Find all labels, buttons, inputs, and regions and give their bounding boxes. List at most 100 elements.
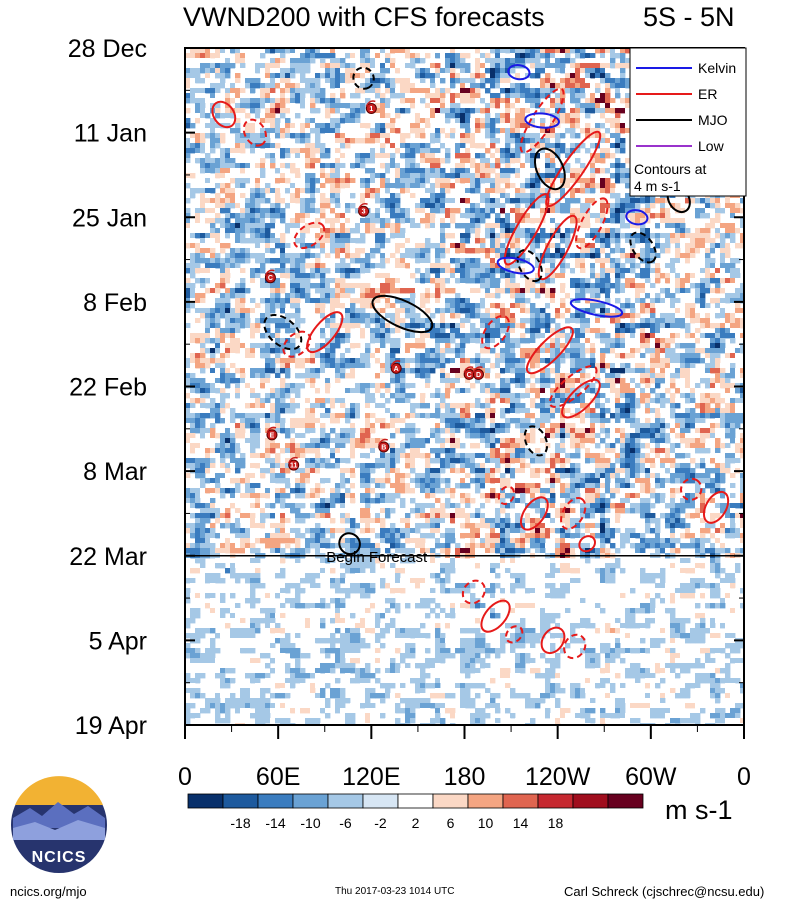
field-cell xyxy=(590,173,596,179)
field-cell xyxy=(300,218,306,224)
field-cell xyxy=(335,133,341,139)
field-cell xyxy=(710,288,716,294)
field-cell xyxy=(565,53,571,59)
field-cell xyxy=(595,93,601,99)
field-cell xyxy=(645,208,651,214)
field-cell xyxy=(680,318,686,324)
field-cell xyxy=(620,273,626,279)
field-cell xyxy=(405,218,411,224)
field-cell xyxy=(570,73,576,79)
field-cell xyxy=(330,93,336,99)
field-cell xyxy=(415,88,421,94)
field-cell xyxy=(470,258,476,264)
field-cell xyxy=(275,78,281,84)
field-cell xyxy=(660,203,666,209)
field-cell xyxy=(535,98,541,104)
field-cell xyxy=(245,248,251,254)
field-cell xyxy=(720,313,726,319)
field-cell xyxy=(220,68,226,74)
field-cell xyxy=(335,243,341,249)
field-cell xyxy=(360,163,366,169)
field-cell xyxy=(660,243,666,249)
field-cell xyxy=(390,133,396,139)
field-cell xyxy=(680,278,686,284)
field-cell xyxy=(535,198,541,204)
field-cell xyxy=(600,273,606,279)
field-cell xyxy=(300,53,306,59)
field-cell xyxy=(300,68,306,74)
field-cell xyxy=(585,108,591,114)
field-cell xyxy=(425,73,431,79)
field-cell xyxy=(495,78,501,84)
field-cell xyxy=(190,238,196,244)
field-cell xyxy=(550,293,556,299)
field-cell xyxy=(490,153,496,159)
field-cell xyxy=(310,223,316,229)
field-cell xyxy=(480,303,486,309)
field-cell xyxy=(470,308,476,314)
field-cell xyxy=(385,273,391,279)
field-cell xyxy=(720,303,726,309)
field-cell xyxy=(595,178,601,184)
field-cell xyxy=(200,168,206,174)
field-cell xyxy=(385,133,391,139)
field-cell xyxy=(270,123,276,129)
field-cell xyxy=(185,138,191,144)
field-cell xyxy=(425,253,431,259)
field-cell xyxy=(185,233,191,239)
field-cell xyxy=(645,203,651,209)
field-cell xyxy=(285,228,291,234)
field-cell xyxy=(725,313,731,319)
field-cell xyxy=(645,293,651,299)
field-cell xyxy=(330,198,336,204)
field-cell xyxy=(510,208,516,214)
field-cell xyxy=(360,283,366,289)
field-cell xyxy=(390,183,396,189)
field-cell xyxy=(225,268,231,274)
field-cell xyxy=(440,143,446,149)
field-cell xyxy=(300,153,306,159)
field-cell xyxy=(190,218,196,224)
field-cell xyxy=(505,263,511,269)
field-cell xyxy=(495,238,501,244)
field-cell xyxy=(220,263,226,269)
field-cell xyxy=(405,188,411,194)
field-cell xyxy=(270,108,276,114)
field-cell xyxy=(410,153,416,159)
field-cell xyxy=(525,88,531,94)
field-cell xyxy=(210,143,216,149)
field-cell xyxy=(425,68,431,74)
field-cell xyxy=(360,178,366,184)
field-cell xyxy=(685,303,691,309)
field-cell xyxy=(475,58,481,64)
field-cell xyxy=(685,313,691,319)
field-cell xyxy=(200,113,206,119)
field-cell xyxy=(405,178,411,184)
field-cell xyxy=(435,153,441,159)
field-cell xyxy=(290,323,296,329)
field-cell xyxy=(515,168,521,174)
field-cell xyxy=(630,263,636,269)
field-cell xyxy=(510,83,516,89)
field-cell xyxy=(305,308,311,314)
field-cell xyxy=(315,218,321,224)
field-cell xyxy=(385,278,391,284)
field-cell xyxy=(505,198,511,204)
field-cell xyxy=(685,288,691,294)
field-cell xyxy=(365,263,371,269)
field-cell xyxy=(275,203,281,209)
field-cell xyxy=(705,283,711,289)
field-cell xyxy=(340,128,346,134)
field-cell xyxy=(505,88,511,94)
field-cell xyxy=(255,243,261,249)
field-cell xyxy=(350,283,356,289)
field-cell xyxy=(460,53,466,59)
field-cell xyxy=(545,98,551,104)
field-cell xyxy=(545,213,551,219)
field-cell xyxy=(210,323,216,329)
field-cell xyxy=(450,258,456,264)
field-cell xyxy=(675,258,681,264)
field-cell xyxy=(450,123,456,129)
field-cell xyxy=(570,253,576,259)
field-cell xyxy=(315,73,321,79)
